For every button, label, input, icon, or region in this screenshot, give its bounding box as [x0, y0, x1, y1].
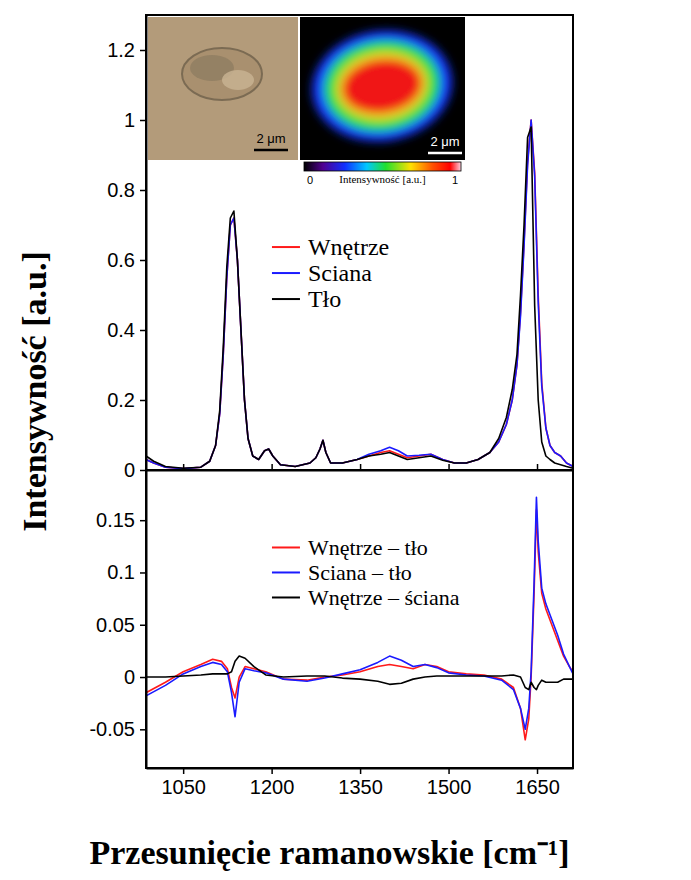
photo-inset: 2 μm: [148, 17, 298, 160]
photo-cell: [182, 48, 262, 100]
x-axis: 1050 1200 1350 1500 1650: [147, 768, 574, 798]
plot-frame: [146, 470, 573, 768]
map-level: [305, 22, 459, 150]
chart-root: 0 0.2 0.4 0.6 0.8 1 1.2 WnętrzeScianaTło Intensy…: [0, 0, 691, 880]
y-tick-label: -0.05: [89, 718, 135, 740]
x-tick: 1650: [515, 768, 560, 798]
map-blob: [305, 22, 459, 150]
spectrum-line: [146, 510, 573, 740]
spectrum-line: [146, 656, 573, 689]
y-tick: 0.8: [107, 179, 146, 201]
colorbar-tick-label: 0: [307, 174, 313, 186]
y-tick-label: 0.2: [107, 389, 135, 411]
insets: 2 μm 2 μm 0 1 Intensywność [a.u.]: [148, 17, 465, 190]
spectrum-line: [146, 120, 573, 469]
map-scale-label: 2 μm: [430, 134, 459, 149]
x-tick-label: 1050: [161, 776, 206, 798]
y-tick: 0.4: [107, 319, 146, 341]
y-axis-title: Intensywność [a.u.]: [16, 251, 53, 532]
map-scale-bar: [428, 152, 462, 155]
legend-swatch: [272, 596, 300, 598]
colorbar-bg: [300, 160, 465, 190]
y-tick: 0: [124, 666, 146, 688]
y-tick: 0.05: [96, 614, 146, 636]
y-tick: 1.2: [107, 39, 146, 61]
y-tick-label: 0.15: [96, 509, 135, 531]
y-tick-label: 0.1: [107, 561, 135, 583]
legend: WnętrzeScianaTło: [272, 234, 389, 312]
y-tick: -0.05: [89, 718, 146, 740]
colorbar-tick-label: 1: [452, 174, 458, 186]
map-inset: 2 μm: [300, 17, 465, 160]
legend-label: Tło: [308, 286, 341, 312]
photo-scale-bar: [254, 149, 288, 152]
x-tick-label: 1500: [427, 776, 472, 798]
colorbar: [304, 162, 461, 171]
legend-swatch: [272, 298, 300, 300]
legend-label: Wnętrze – ściana: [308, 585, 460, 610]
legend-label: Wnętrze – tło: [308, 535, 428, 560]
y-tick: 1: [124, 109, 146, 131]
y-tick-label: 0.05: [96, 614, 135, 636]
y-tick: 0.2: [107, 389, 146, 411]
x-tick: 1200: [250, 768, 295, 798]
colorbar-label: Intensywność [a.u.]: [339, 173, 425, 185]
legend-swatch: [272, 571, 300, 573]
legend-swatch: [272, 546, 300, 548]
y-tick-label: 0: [124, 459, 135, 481]
map-background: [300, 17, 465, 160]
map-level: [332, 46, 433, 126]
spectrum-line: [146, 497, 573, 729]
legend-label: Wnętrze: [308, 234, 389, 260]
map-level: [339, 54, 426, 119]
x-tick-label: 1650: [515, 776, 560, 798]
photo-background: [148, 17, 298, 160]
spectrum-line: [146, 127, 573, 468]
legend-label: Sciana: [308, 260, 372, 286]
x-axis-title: Przesunięcie ramanowskie [cm⁻¹]: [89, 834, 569, 871]
plot-area: [146, 120, 573, 469]
y-tick-label: 1: [124, 109, 135, 131]
legend-swatch: [272, 246, 300, 248]
photo-scale-label: 2 μm: [256, 131, 285, 146]
y-tick: 0.1: [107, 561, 146, 583]
y-tick: 0.6: [107, 249, 146, 271]
x-tick-label: 1200: [250, 776, 295, 798]
x-tick-label: 1350: [338, 776, 383, 798]
legend: Wnętrze – tłoSciana – tłoWnętrze – ścian…: [272, 535, 460, 610]
x-tick: 1500: [427, 768, 472, 798]
legend-swatch: [272, 272, 300, 274]
y-tick-label: 0.6: [107, 249, 135, 271]
x-tick: 1350: [338, 768, 383, 798]
y-tick-label: 0: [124, 666, 135, 688]
x-tick: 1050: [161, 768, 206, 798]
y-axis: -0.05 0 0.05 0.1 0.15: [89, 471, 146, 769]
plot-frame: [146, 15, 573, 470]
y-tick-label: 0.4: [107, 319, 135, 341]
plot-area: [146, 497, 573, 740]
chart-svg: 0 0.2 0.4 0.6 0.8 1 1.2 WnętrzeScianaTło Intensy…: [0, 0, 691, 880]
legend-label: Sciana – tło: [308, 560, 412, 585]
y-tick: 0: [124, 459, 146, 481]
y-axis: 0 0.2 0.4 0.6 0.8 1 1.2: [107, 16, 146, 481]
map-level: [318, 33, 445, 138]
y-tick-label: 0.8: [107, 179, 135, 201]
photo-cell-light: [222, 70, 254, 90]
spectrum-line: [146, 120, 573, 469]
y-tick-label: 1.2: [107, 39, 135, 61]
y-tick: 0.15: [96, 509, 146, 531]
